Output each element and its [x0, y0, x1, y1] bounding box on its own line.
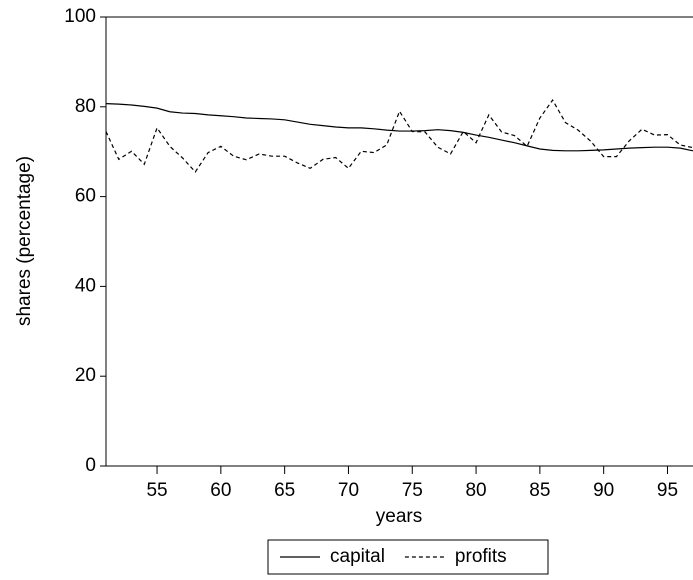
y-axis-label: shares (percentage) — [14, 156, 35, 326]
y-tick-label: 20 — [75, 365, 96, 386]
y-tick-label: 0 — [85, 455, 96, 476]
x-tick-label: 75 — [402, 480, 423, 501]
y-tick-label: 100 — [64, 6, 96, 27]
x-tick-label: 55 — [146, 480, 167, 501]
x-tick-label: 85 — [529, 480, 550, 501]
y-tick-label: 40 — [75, 275, 96, 296]
legend-label: capital — [330, 546, 385, 567]
x-axis-label: years — [376, 506, 422, 527]
series-line — [105, 98, 693, 173]
legend-label: profits — [455, 546, 507, 567]
y-tick-label: 80 — [75, 96, 96, 117]
series-line — [105, 103, 693, 152]
x-tick-label: 90 — [593, 480, 614, 501]
x-tick-label: 70 — [338, 480, 359, 501]
x-tick-label: 60 — [210, 480, 231, 501]
y-tick-label: 60 — [75, 186, 96, 207]
x-tick-label: 95 — [657, 480, 678, 501]
x-tick-label: 65 — [274, 480, 295, 501]
x-tick-label: 80 — [465, 480, 486, 501]
